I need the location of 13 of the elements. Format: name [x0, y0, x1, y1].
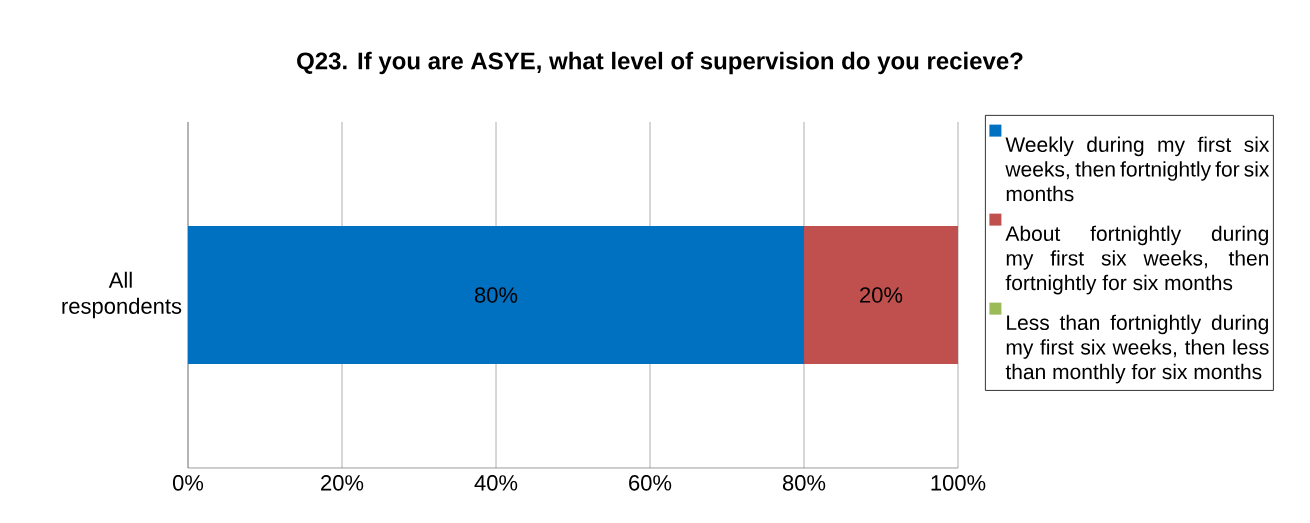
- data-label: 20%: [860, 287, 903, 303]
- y-tick-label: All respondents: [62, 271, 182, 319]
- x-tick-label: 80%: [782, 475, 826, 491]
- legend-label: Less than fortnightly during my first six weeks, then less than monthly for six months: [1005, 314, 1269, 384]
- x-tick-label: 20%: [321, 475, 364, 491]
- legend-label: About fortnightly during my first six weeks, then fortnightly for six months: [1005, 225, 1269, 295]
- x-tick-label: 0%: [172, 475, 204, 491]
- chart-title: Q23. If you are ASYE, what level of supervision do you recieve?: [297, 51, 1023, 75]
- x-tick-label: 40%: [474, 475, 518, 491]
- legend-label: Weekly during my first six weeks, then fortnightly for six months: [1005, 136, 1270, 202]
- x-tick-label: 60%: [629, 475, 672, 491]
- x-tick-label: 100%: [931, 475, 986, 491]
- data-label: 80%: [474, 287, 518, 303]
